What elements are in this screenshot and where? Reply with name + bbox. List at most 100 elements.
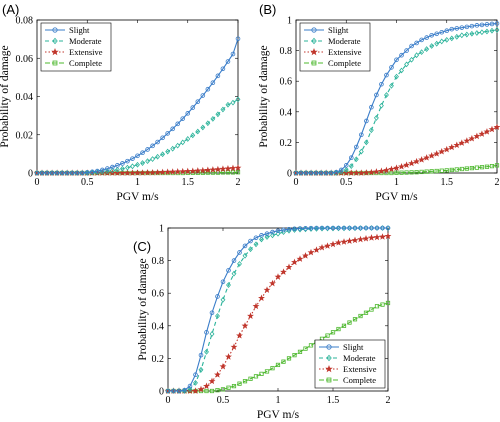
data-point — [214, 165, 222, 173]
data-point — [347, 225, 352, 232]
data-point — [379, 102, 384, 109]
data-point — [114, 166, 120, 173]
data-point — [281, 359, 286, 364]
data-point — [219, 165, 227, 172]
data-point — [264, 369, 270, 374]
data-point — [165, 148, 171, 155]
data-point — [346, 237, 353, 244]
data-point — [160, 135, 165, 141]
legend-marker — [51, 48, 59, 56]
data-point — [479, 22, 485, 28]
data-point — [439, 29, 445, 35]
data-point — [434, 31, 440, 37]
data-point — [185, 111, 191, 116]
data-point — [338, 167, 344, 173]
data-point — [120, 161, 125, 166]
data-point — [313, 246, 320, 253]
data-point — [286, 227, 292, 232]
data-point — [414, 52, 420, 59]
data-point — [398, 162, 405, 170]
data-point — [394, 170, 399, 175]
chart-panel-0: (A) 0 0.5 1 1.5 2 0 0.02 0.04 0.06 0.08 PGV m/s Prob… — [0, 2, 242, 203]
data-point — [464, 166, 469, 171]
data-point — [235, 170, 241, 175]
data-point — [367, 168, 375, 176]
data-point — [145, 147, 150, 152]
data-point — [226, 268, 231, 273]
data-point — [484, 164, 490, 169]
data-point — [468, 134, 476, 142]
data-point — [229, 164, 237, 172]
data-point — [291, 258, 298, 266]
data-point — [210, 80, 216, 86]
y-tick-label: 0 — [287, 169, 292, 180]
data-point — [308, 225, 314, 231]
data-point — [313, 170, 319, 176]
data-point — [389, 170, 394, 176]
data-point — [448, 143, 456, 151]
y-tick-label: 0.08 — [16, 16, 34, 27]
data-point — [404, 48, 409, 53]
data-point — [135, 153, 140, 159]
data-point — [169, 168, 177, 175]
data-point — [494, 163, 500, 168]
y-tick-label: 0.2 — [152, 354, 165, 365]
data-point — [494, 21, 500, 26]
data-point — [449, 167, 454, 173]
y-tick-label: 0.4 — [152, 321, 165, 332]
data-point — [248, 376, 253, 381]
x-tick-label: 2 — [236, 177, 241, 188]
data-point — [215, 294, 220, 299]
data-point — [193, 379, 198, 386]
data-point — [488, 125, 496, 133]
data-point — [423, 154, 431, 161]
data-point — [296, 255, 304, 262]
data-point — [230, 99, 236, 106]
data-point — [362, 234, 370, 242]
data-point — [307, 248, 315, 256]
data-point — [197, 385, 205, 393]
data-point — [404, 170, 409, 175]
data-point — [363, 225, 369, 231]
x-tick-label: 1.5 — [441, 177, 454, 188]
data-point — [220, 106, 226, 113]
data-point — [145, 158, 150, 165]
data-point — [408, 159, 415, 167]
data-point — [199, 166, 207, 174]
data-point — [419, 169, 424, 175]
data-point — [357, 235, 364, 243]
data-point — [253, 374, 259, 379]
legend-label: Extensive — [328, 47, 362, 57]
data-point — [438, 147, 446, 155]
data-point — [231, 383, 237, 389]
legend-marker — [52, 37, 58, 45]
data-point — [109, 167, 115, 174]
panel-label: (A) — [2, 2, 19, 17]
data-point — [433, 150, 441, 157]
data-point — [303, 346, 308, 351]
data-point — [113, 169, 121, 176]
data-point — [439, 168, 444, 173]
data-point — [89, 169, 95, 175]
legend-label: Moderate — [328, 36, 361, 46]
legend-marker — [310, 48, 318, 56]
data-point — [330, 330, 336, 335]
data-point — [34, 170, 40, 176]
data-point — [235, 36, 241, 42]
data-point — [192, 387, 199, 394]
panel-label: (C) — [133, 239, 151, 254]
data-point — [459, 166, 464, 172]
data-point — [384, 92, 389, 98]
data-point — [413, 157, 421, 165]
data-point — [293, 170, 299, 176]
data-point — [275, 228, 281, 234]
data-point — [125, 158, 130, 164]
data-point — [373, 233, 381, 241]
data-point — [330, 225, 336, 231]
data-point — [419, 49, 425, 56]
data-point — [343, 163, 349, 168]
legend-marker — [311, 27, 317, 33]
data-point — [140, 150, 145, 156]
data-point — [204, 166, 212, 174]
